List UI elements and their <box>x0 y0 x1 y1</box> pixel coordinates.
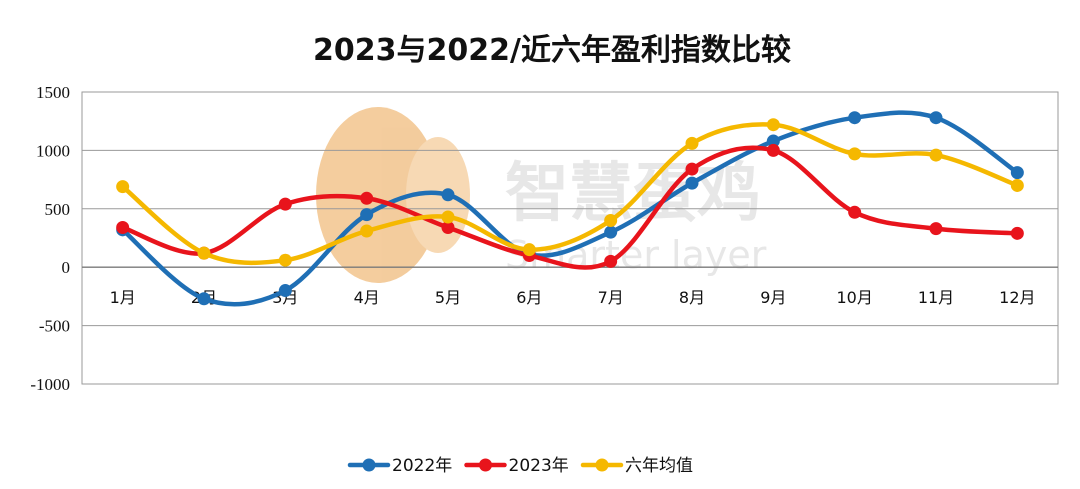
data-point <box>685 176 699 190</box>
data-point <box>929 148 943 162</box>
data-point <box>360 208 374 222</box>
data-point <box>360 224 374 238</box>
y-axis: 1500 1000 500 0 -500 -1000 <box>30 83 70 394</box>
data-point <box>278 197 292 211</box>
legend-marker <box>595 458 609 472</box>
data-point <box>441 188 455 202</box>
data-point <box>685 136 699 150</box>
chart-title: 2023与2022/近六年盈利指数比较 <box>313 33 791 68</box>
data-point <box>604 254 618 268</box>
data-point <box>604 213 618 227</box>
series-2 <box>116 143 1024 270</box>
data-point <box>766 134 780 148</box>
data-point <box>1010 226 1024 240</box>
data-point <box>278 284 292 298</box>
x-tick-label: 1月 <box>110 288 136 307</box>
legend-label: 六年均值 <box>625 456 693 476</box>
grid <box>81 91 1059 385</box>
series-group <box>116 110 1024 307</box>
data-point <box>360 191 374 205</box>
data-point <box>197 292 211 306</box>
data-point <box>441 220 455 234</box>
y-tick-label: -1000 <box>30 375 70 394</box>
data-point <box>848 205 862 219</box>
data-point <box>604 225 618 239</box>
y-tick-label: -500 <box>39 317 70 336</box>
data-point <box>685 162 699 176</box>
legend-item: 2023年 <box>464 456 569 476</box>
data-point <box>278 253 292 267</box>
y-tick-label: 500 <box>45 200 71 219</box>
legend-marker <box>362 458 376 472</box>
data-point <box>1010 166 1024 180</box>
y-tick-label: 0 <box>62 258 71 277</box>
x-tick-label: 11月 <box>918 288 954 307</box>
legend: 2022年 2023年 六年均值 <box>347 456 693 476</box>
data-point <box>197 246 211 260</box>
legend-label: 2022年 <box>392 456 452 476</box>
data-point <box>848 147 862 161</box>
legend-label: 2023年 <box>509 456 569 476</box>
data-point <box>766 143 780 157</box>
data-point <box>1010 178 1024 192</box>
legend-item: 六年均值 <box>580 456 693 476</box>
series-3 <box>116 118 1024 267</box>
x-tick-label: 4月 <box>354 288 380 307</box>
x-tick-label: 6月 <box>516 288 542 307</box>
data-point <box>929 222 943 236</box>
data-point <box>522 243 536 257</box>
data-point <box>116 220 130 234</box>
x-axis: 1月2月3月4月5月6月7月8月9月10月11月12月 <box>110 288 1036 307</box>
y-tick-label: 1000 <box>36 141 70 160</box>
x-tick-label: 10月 <box>836 288 872 307</box>
data-point <box>441 210 455 224</box>
x-tick-label: 12月 <box>999 288 1035 307</box>
data-point <box>929 111 943 125</box>
data-point <box>766 118 780 132</box>
x-tick-label: 5月 <box>435 288 461 307</box>
data-point <box>848 111 862 125</box>
y-tick-label: 1500 <box>36 83 70 102</box>
x-tick-label: 7月 <box>598 288 624 307</box>
legend-marker <box>479 458 492 472</box>
data-point <box>116 180 130 194</box>
x-tick-label: 9月 <box>760 288 786 307</box>
x-tick-label: 8月 <box>679 288 705 307</box>
legend-item: 2022年 <box>347 456 452 476</box>
